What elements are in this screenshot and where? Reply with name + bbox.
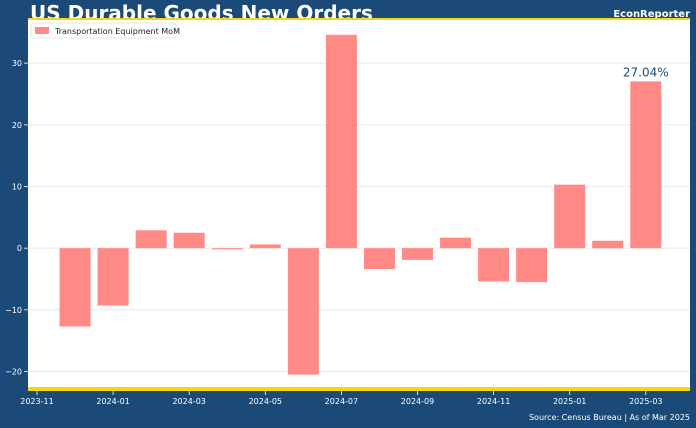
bar bbox=[554, 184, 586, 249]
source-note: Source: Census Bureau | As of Mar 2025 bbox=[528, 413, 690, 422]
bar bbox=[97, 248, 129, 306]
bar bbox=[325, 34, 357, 249]
bars bbox=[59, 34, 662, 375]
y-tick-label: 30 bbox=[12, 59, 22, 68]
legend-box bbox=[30, 22, 177, 39]
x-tick-label: 2024-09 bbox=[401, 397, 434, 406]
x-tick-label: 2024-03 bbox=[172, 397, 205, 406]
y-tick-label: 20 bbox=[12, 121, 22, 130]
bar bbox=[478, 248, 510, 282]
bar bbox=[135, 230, 167, 249]
x-tick-label: 2024-01 bbox=[96, 397, 129, 406]
bar bbox=[173, 232, 205, 249]
plot-background bbox=[28, 20, 690, 390]
bar bbox=[363, 248, 395, 270]
x-axis-ticks: 2023-11 2024-01 2024-03 2024-05 2024-07 2024-… bbox=[20, 391, 663, 406]
x-tick-label: 2024-07 bbox=[325, 397, 358, 406]
bar bbox=[59, 248, 91, 327]
x-tick-label: 2025-01 bbox=[553, 397, 586, 406]
bar bbox=[630, 81, 662, 249]
x-tick-label: 2024-05 bbox=[249, 397, 282, 406]
x-tick-label: 2025-03 bbox=[629, 397, 662, 406]
bar bbox=[211, 248, 243, 250]
bar bbox=[287, 248, 319, 375]
bar bbox=[516, 248, 548, 283]
bar bbox=[592, 240, 624, 249]
bar bbox=[402, 248, 433, 260]
bottom-accent-line bbox=[28, 387, 690, 391]
x-tick-label: 2023-11 bbox=[20, 397, 53, 406]
bar bbox=[249, 244, 281, 249]
bar bbox=[440, 237, 472, 249]
y-axis-ticks: −20 −10 0 10 20 30 bbox=[5, 59, 28, 377]
legend-label: Transportation Equipment MoM bbox=[54, 27, 180, 36]
y-tick-label: −20 bbox=[5, 368, 22, 377]
x-tick-label: 2024-11 bbox=[477, 397, 510, 406]
data-label: 27.04% bbox=[623, 65, 669, 79]
top-accent-line bbox=[28, 18, 690, 20]
brand-logo-text: EconReporter bbox=[613, 9, 690, 20]
y-tick-label: −10 bbox=[5, 306, 22, 315]
y-tick-label: 10 bbox=[12, 183, 22, 192]
y-tick-label: 0 bbox=[17, 244, 22, 253]
data-labels: 27.04% bbox=[623, 65, 669, 79]
legend: Transportation Equipment MoM bbox=[30, 22, 180, 39]
legend-swatch bbox=[35, 27, 49, 34]
